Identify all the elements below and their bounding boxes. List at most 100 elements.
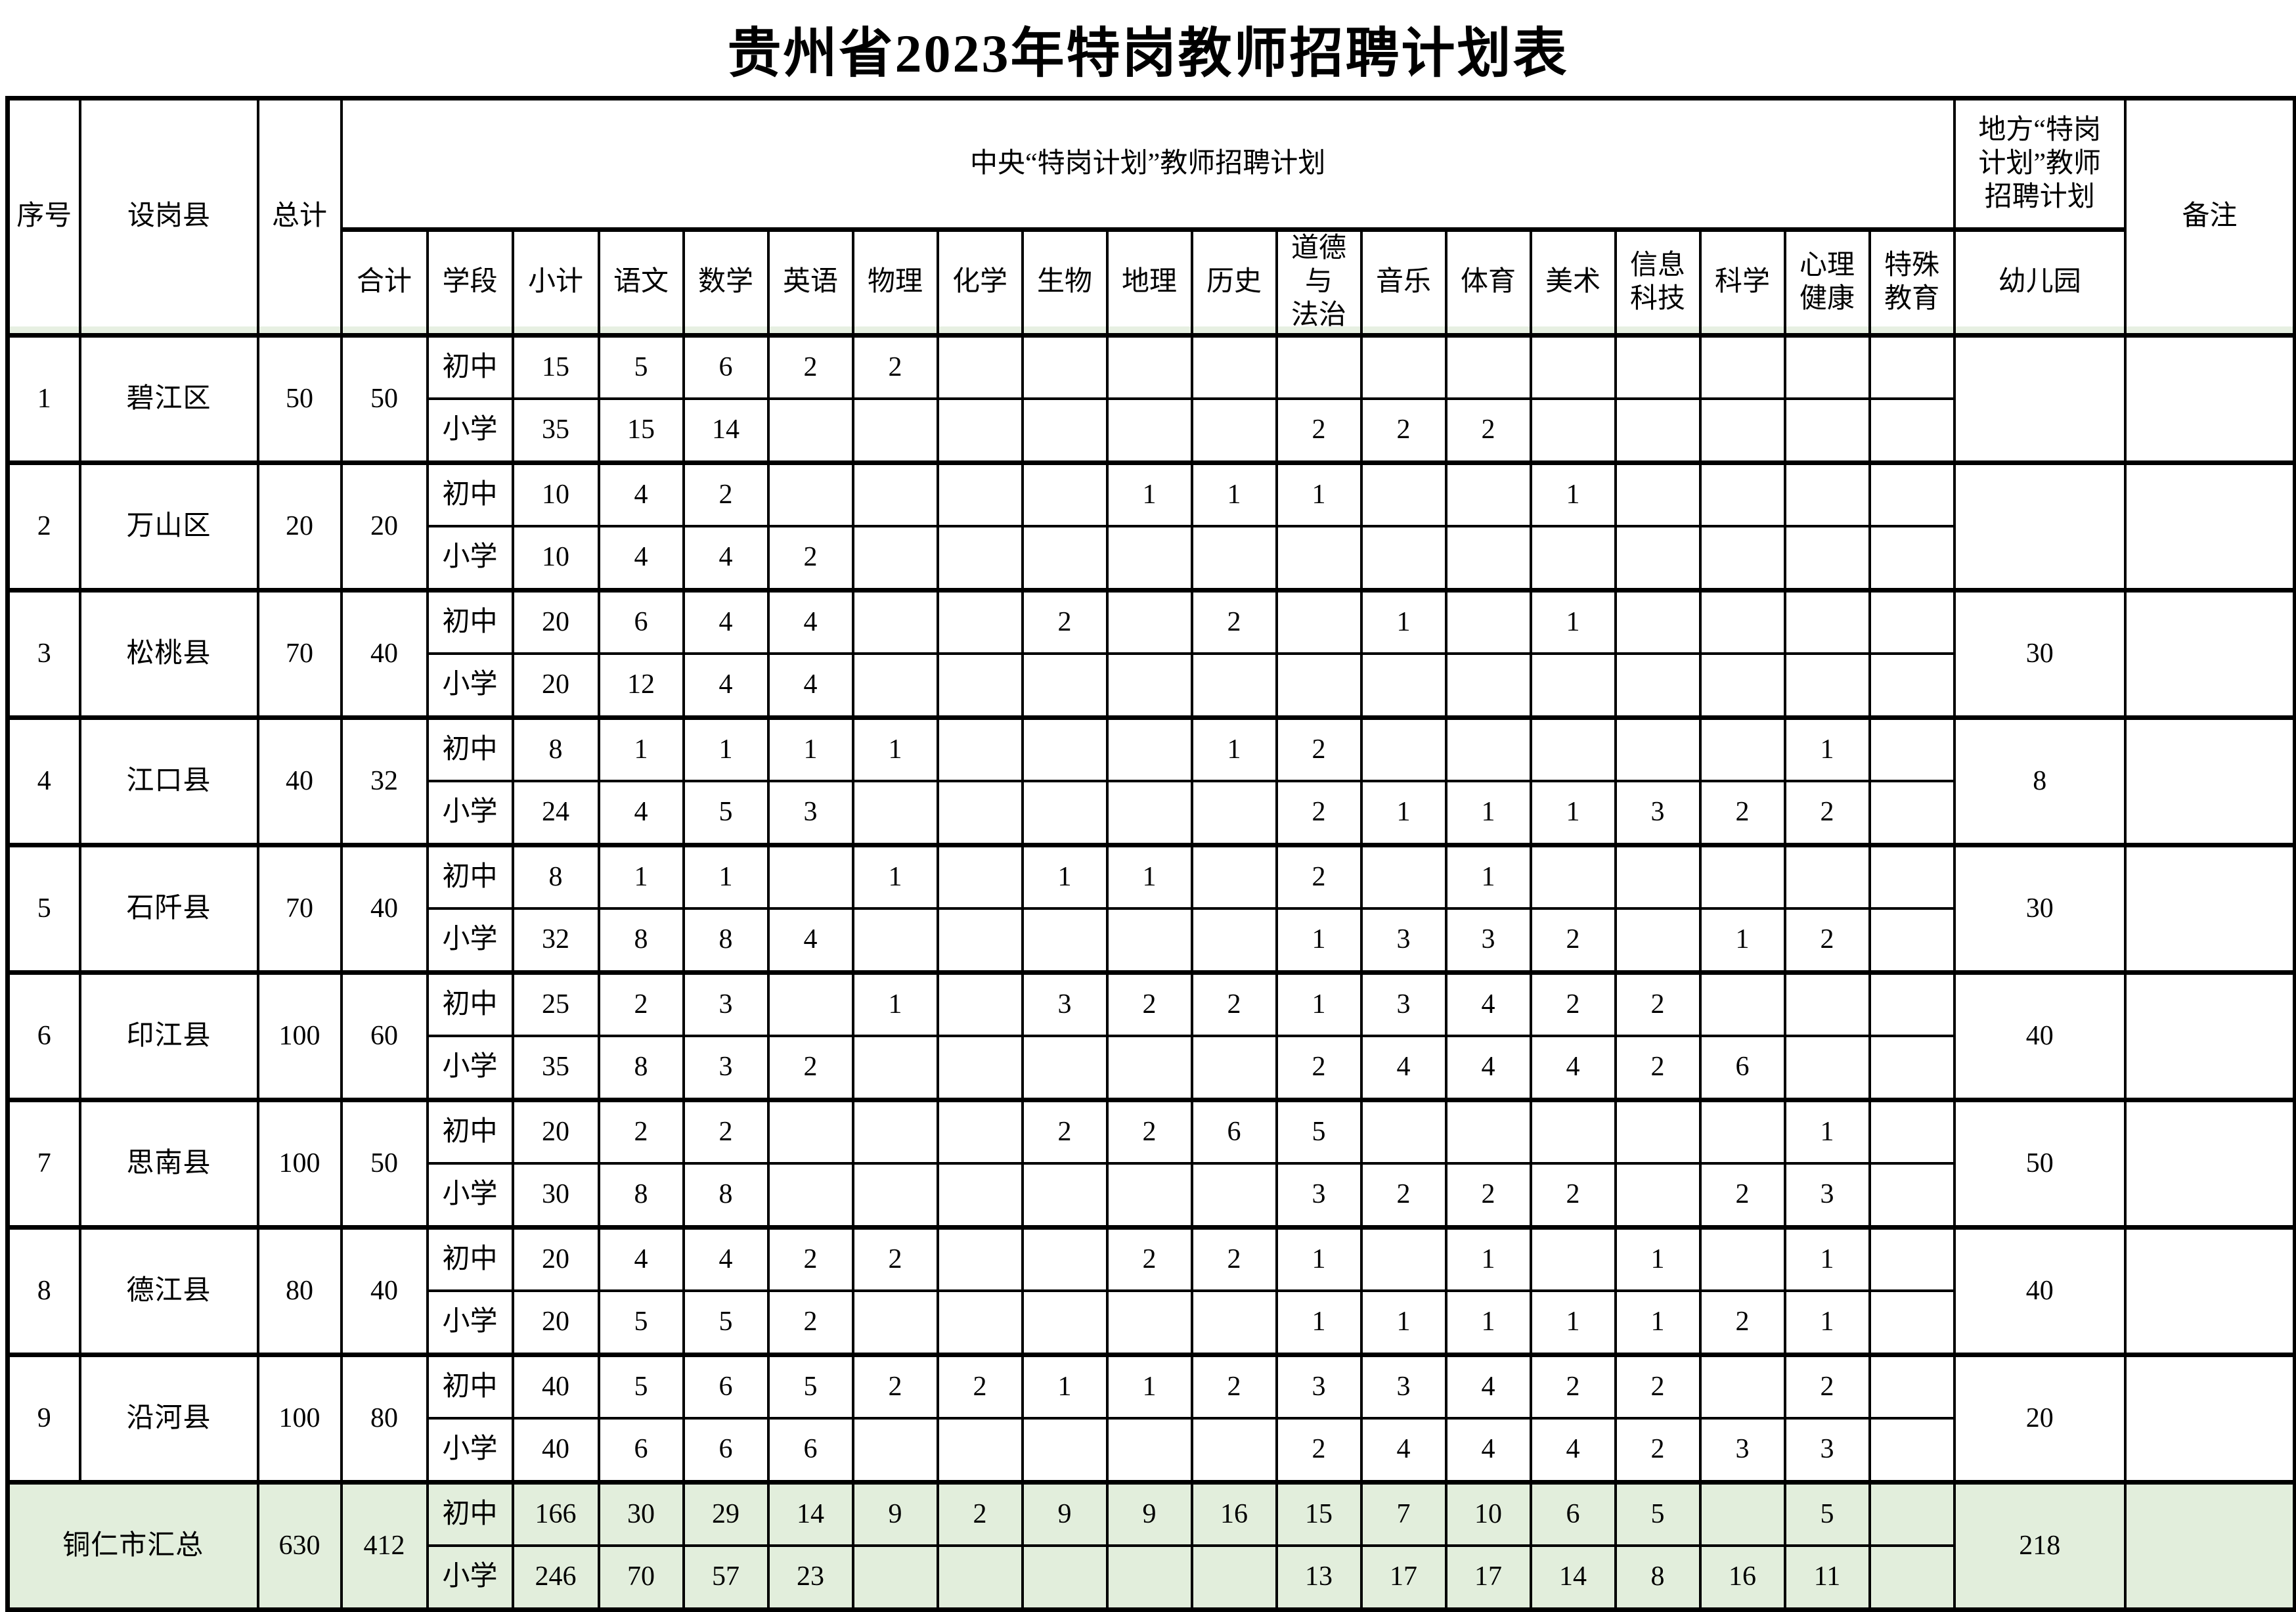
header-county: 设岗县	[78, 97, 259, 338]
cell-morality-law: 13	[1275, 1544, 1363, 1611]
cell-special-ed	[1868, 1035, 1956, 1102]
cell-stage: 初中	[426, 970, 514, 1038]
cell-music: 3	[1359, 907, 1447, 974]
cell-stage-subtotal: 25	[511, 970, 600, 1038]
cell-art: 1	[1529, 1289, 1617, 1356]
cell-mental-health: 1	[1783, 1224, 1871, 1293]
cell-morality-law: 1	[1275, 1224, 1363, 1293]
cell-chemistry	[936, 1224, 1024, 1293]
cell-stage-subtotal: 20	[511, 587, 600, 656]
cell-morality-law: 2	[1275, 397, 1363, 464]
county-row-primary: 小学 30 8 8 3 2 2 2 2 3	[8, 1162, 2295, 1229]
cell-geography	[1105, 1035, 1193, 1102]
cell-music: 3	[1359, 1352, 1447, 1420]
county-row: 2 万山区 20 20 初中 10 4 2 1 1 1 1	[6, 460, 2296, 592]
cell-special-ed	[1868, 1289, 1956, 1356]
cell-chemistry	[936, 780, 1024, 847]
cell-geography	[1105, 780, 1193, 847]
cell-english	[766, 1162, 854, 1229]
cell-music: 1	[1359, 587, 1447, 656]
table-body: 1 碧江区 50 50 初中 15 5 6 2 2 小学 35 15 14 2 2 2 2 万山区 20 20 初中 10 4…	[6, 332, 2296, 1611]
cell-grand-total: 100	[256, 970, 343, 1102]
cell-chemistry	[936, 715, 1024, 783]
cell-kindergarten: 30	[1953, 587, 2127, 719]
county-row-primary: 小学 35 8 3 2 2 4 4 4 2 6	[8, 1035, 2295, 1102]
cell-art: 4	[1529, 1417, 1617, 1484]
cell-mental-health	[1783, 970, 1871, 1038]
cell-kindergarten	[1953, 332, 2127, 464]
cell-chinese: 6	[597, 587, 685, 656]
county-row: 9 沿河县 100 80 初中 40 5 6 5 2 2 1 1 2 3 3 4 2 2 2 20	[6, 1352, 2296, 1484]
cell-geography: 1	[1105, 460, 1193, 528]
cell-special-ed	[1868, 1162, 1956, 1229]
cell-music: 4	[1359, 1035, 1447, 1102]
cell-pe	[1444, 460, 1532, 528]
cell-grand-total: 40	[256, 715, 343, 847]
cell-county: 印江县	[78, 970, 259, 1102]
cell-mental-health	[1783, 332, 1871, 401]
cell-central-subtotal: 40	[340, 587, 429, 719]
cell-mental-health	[1783, 397, 1871, 464]
cell-english: 23	[766, 1544, 854, 1611]
cell-history	[1190, 780, 1278, 847]
cell-pe: 1	[1444, 1289, 1532, 1356]
cell-info-tech	[1614, 715, 1702, 783]
header-stage-subtotal: 小计	[511, 228, 600, 338]
cell-art	[1529, 652, 1617, 719]
county-row: 7 思南县 100 50 初中 20 2 2 2 2 6 5 1 50	[6, 1097, 2296, 1229]
cell-pe: 17	[1444, 1544, 1532, 1611]
cell-history: 2	[1190, 587, 1278, 656]
cell-stage-subtotal: 40	[511, 1417, 600, 1484]
cell-no: 4	[6, 715, 81, 847]
cell-geography: 1	[1105, 1352, 1193, 1420]
county-row: 6 印江县 100 60 初中 25 2 3 1 3 2 2 1 3 4 2 2 40	[6, 970, 2296, 1102]
cell-biology: 2	[1021, 587, 1109, 656]
header-kindergarten: 幼儿园	[1953, 228, 2127, 338]
header-music: 音乐	[1359, 228, 1447, 338]
cell-central-subtotal: 80	[340, 1352, 429, 1484]
cell-physics	[851, 1097, 939, 1165]
cell-art: 2	[1529, 970, 1617, 1038]
cell-chemistry	[936, 907, 1024, 974]
cell-chinese: 5	[597, 332, 685, 401]
cell-music	[1359, 460, 1447, 528]
cell-music: 3	[1359, 970, 1447, 1038]
cell-chinese: 5	[597, 1289, 685, 1356]
cell-history	[1190, 1035, 1278, 1102]
header-mental-health: 心理 健康	[1783, 228, 1871, 338]
cell-music	[1359, 525, 1447, 592]
cell-science	[1698, 397, 1786, 464]
cell-remark	[2123, 1097, 2296, 1229]
header-pe: 体育	[1444, 228, 1532, 338]
cell-morality-law: 2	[1275, 1035, 1363, 1102]
cell-history	[1190, 332, 1278, 401]
cell-remark	[2123, 1352, 2296, 1484]
cell-morality-law: 15	[1275, 1479, 1363, 1548]
cell-grand-total: 70	[256, 587, 343, 719]
header-history: 历史	[1190, 228, 1278, 338]
cell-biology	[1021, 397, 1109, 464]
cell-central-subtotal: 40	[340, 842, 429, 974]
cell-no: 1	[6, 332, 81, 464]
cell-english	[766, 397, 854, 464]
cell-stage-subtotal: 30	[511, 1162, 600, 1229]
cell-english: 2	[766, 1289, 854, 1356]
cell-mental-health: 5	[1783, 1479, 1871, 1548]
summary-label: 铜仁市汇总	[6, 1479, 259, 1611]
cell-english: 1	[766, 715, 854, 783]
cell-biology	[1021, 525, 1109, 592]
header-biology: 生物	[1021, 228, 1109, 338]
cell-physics	[851, 397, 939, 464]
cell-english	[766, 1097, 854, 1165]
cell-stage: 初中	[426, 1097, 514, 1165]
cell-kindergarten: 40	[1953, 1224, 2127, 1356]
cell-biology: 1	[1021, 1352, 1109, 1420]
cell-grand-total: 50	[256, 332, 343, 464]
cell-math: 3	[682, 970, 770, 1038]
cell-morality-law: 1	[1275, 460, 1363, 528]
cell-pe: 4	[1444, 1035, 1532, 1102]
cell-grand-total: 100	[256, 1352, 343, 1484]
cell-math: 4	[682, 1224, 770, 1293]
cell-stage-subtotal: 20	[511, 1289, 600, 1356]
cell-physics	[851, 460, 939, 528]
